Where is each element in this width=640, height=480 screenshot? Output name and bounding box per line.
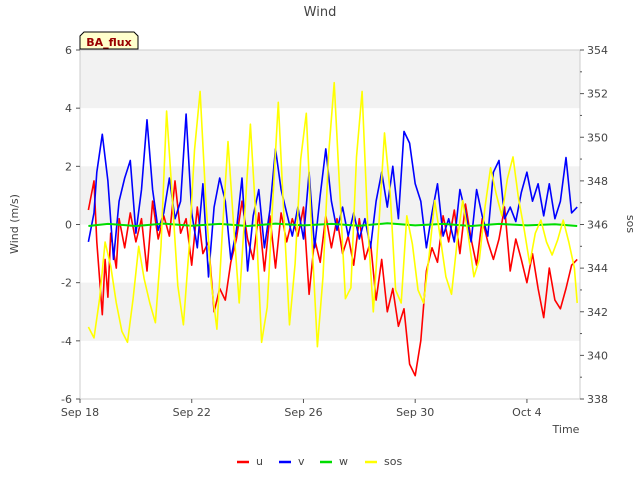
site-label-badge: BA_flux bbox=[79, 31, 139, 50]
series-line-v bbox=[87, 113, 578, 278]
x-tick-label-2: Sep 26 bbox=[284, 406, 322, 419]
y2-tick-label-6: 350 bbox=[587, 131, 608, 144]
x-tick-label-0: Sep 18 bbox=[61, 406, 99, 419]
grid-band-0 bbox=[80, 50, 580, 109]
legend-label-w: w bbox=[339, 455, 348, 468]
y-axis-left: -6 -4 -2 0 2 4 6 bbox=[61, 44, 80, 406]
grid-band-2 bbox=[80, 282, 580, 341]
series-group bbox=[87, 81, 578, 377]
series-line-w bbox=[88, 222, 578, 227]
legend: u v w sos bbox=[237, 455, 402, 468]
legend-label-v: v bbox=[298, 455, 305, 468]
x-tick-label-1: Sep 22 bbox=[173, 406, 211, 419]
y2-tick-label-0: 338 bbox=[587, 393, 608, 406]
chart-title: Wind bbox=[304, 5, 337, 20]
y-tick-label-5: 4 bbox=[65, 102, 72, 115]
y-axis-label: Wind (m/s) bbox=[8, 194, 21, 254]
y2-tick-label-1: 340 bbox=[587, 349, 608, 362]
y2-tick-label-4: 346 bbox=[587, 219, 608, 232]
y-tick-label-4: 2 bbox=[65, 160, 72, 173]
y2-tick-label-7: 352 bbox=[587, 88, 608, 101]
y2-tick-label-8: 354 bbox=[587, 44, 608, 57]
x-tick-label-4: Oct 4 bbox=[512, 406, 542, 419]
x-tick-label-3: Sep 30 bbox=[396, 406, 434, 419]
y-tick-label-6: 6 bbox=[65, 44, 72, 57]
y-tick-label-2: -2 bbox=[61, 277, 72, 290]
y-tick-label-1: -4 bbox=[61, 335, 72, 348]
site-label-text: BA_flux bbox=[86, 36, 131, 49]
y-tick-label-3: 0 bbox=[65, 219, 72, 232]
y2-tick-label-5: 348 bbox=[587, 175, 608, 188]
y-tick-label-0: -6 bbox=[61, 393, 72, 406]
legend-label-u: u bbox=[256, 455, 263, 468]
series-line-sos bbox=[87, 81, 578, 348]
y-axis-right: 338 340 342 344 346 348 350 352 354 bbox=[580, 44, 608, 406]
y2-tick-label-2: 342 bbox=[587, 306, 608, 319]
legend-label-sos: sos bbox=[384, 455, 402, 468]
y2-axis-label: sos bbox=[624, 215, 637, 233]
x-axis-label: Time bbox=[552, 423, 580, 436]
y2-tick-label-3: 344 bbox=[587, 262, 608, 275]
x-axis: Sep 18 Sep 22 Sep 26 Sep 30 Oct 4 bbox=[61, 399, 542, 419]
